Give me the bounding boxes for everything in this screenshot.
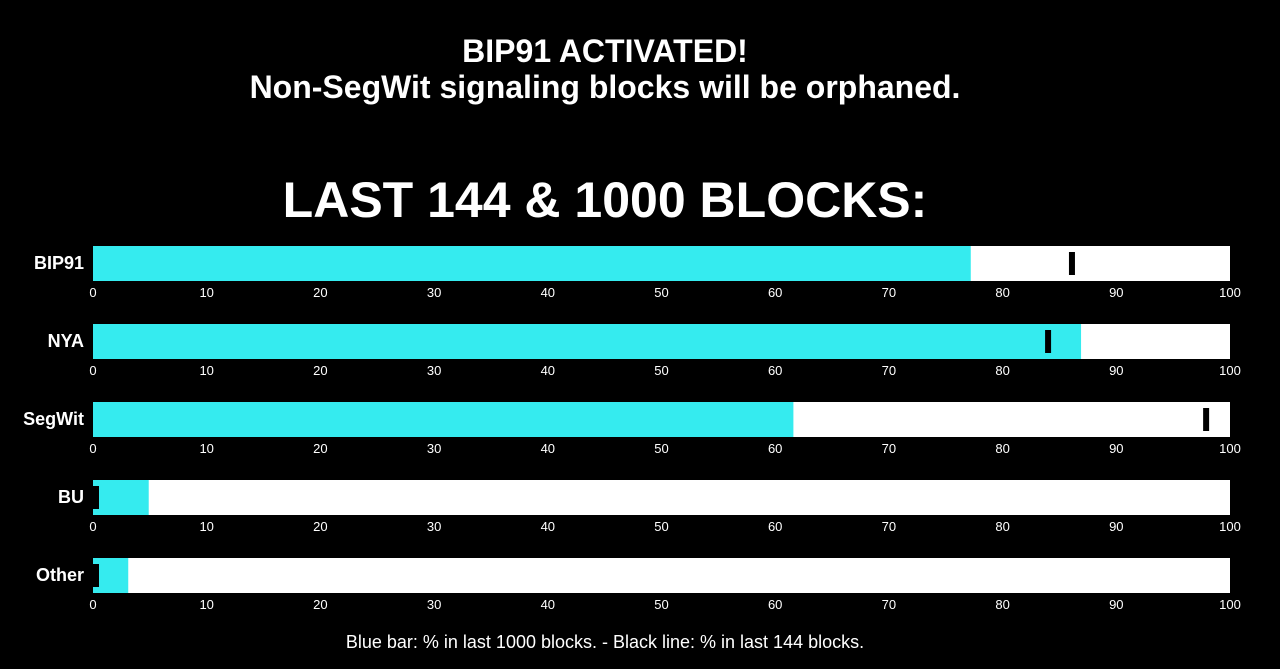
announcement-subtitle: Non-SegWit signaling blocks will be orph… xyxy=(249,69,961,105)
tick-label: 80 xyxy=(995,441,1009,456)
tick-label: 80 xyxy=(995,363,1009,378)
tick-label: 90 xyxy=(1109,597,1123,612)
tick-label: 80 xyxy=(995,519,1009,534)
tick-label: 0 xyxy=(89,441,96,456)
tick-label: 60 xyxy=(768,363,782,378)
tick-label: 30 xyxy=(427,597,441,612)
bar-row-other: Other 0 10 20 30 40 50 60 70 80 90 100 xyxy=(36,558,1241,612)
tick-label: 70 xyxy=(882,597,896,612)
marker-144-blocks xyxy=(93,486,99,509)
tick-label: 70 xyxy=(882,285,896,300)
tick-label: 40 xyxy=(541,363,555,378)
tick-label: 90 xyxy=(1109,363,1123,378)
tick-label: 20 xyxy=(313,597,327,612)
tick-label: 90 xyxy=(1109,519,1123,534)
tick-label: 50 xyxy=(654,519,668,534)
tick-label: 0 xyxy=(89,363,96,378)
bar-1000-blocks xyxy=(93,324,1082,359)
tick-label: 70 xyxy=(882,363,896,378)
tick-label: 0 xyxy=(89,285,96,300)
tick-label: 90 xyxy=(1109,285,1123,300)
tick-label: 90 xyxy=(1109,441,1123,456)
chart-title: LAST 144 & 1000 BLOCKS: xyxy=(282,172,928,228)
marker-144-blocks xyxy=(1068,252,1075,275)
tick-label: 100 xyxy=(1219,597,1241,612)
marker-144-blocks xyxy=(1203,408,1210,431)
tick-label: 0 xyxy=(89,597,96,612)
tick-label: 20 xyxy=(313,519,327,534)
tick-label: 30 xyxy=(427,285,441,300)
category-label: Other xyxy=(36,565,84,585)
tick-label: 60 xyxy=(768,597,782,612)
tick-label: 50 xyxy=(654,441,668,456)
tick-label: 70 xyxy=(882,441,896,456)
bar-track xyxy=(93,480,1230,515)
tick-label: 40 xyxy=(541,519,555,534)
tick-label: 0 xyxy=(89,519,96,534)
category-label: BIP91 xyxy=(34,253,84,273)
tick-label: 100 xyxy=(1219,363,1241,378)
chart-legend-note: Blue bar: % in last 1000 blocks. - Black… xyxy=(345,632,865,652)
bar-row-nya: NYA 0 10 20 30 40 50 60 70 80 90 100 xyxy=(48,324,1241,378)
tick-label: 60 xyxy=(768,285,782,300)
category-label: NYA xyxy=(48,331,84,351)
tick-label: 50 xyxy=(654,597,668,612)
tick-label: 100 xyxy=(1219,519,1241,534)
tick-label: 10 xyxy=(199,441,213,456)
tick-label: 30 xyxy=(427,363,441,378)
category-label: BU xyxy=(58,487,84,507)
bar-track xyxy=(93,558,1230,593)
marker-144-blocks xyxy=(93,564,99,587)
tick-label: 20 xyxy=(313,285,327,300)
bar-row-segwit: SegWit 0 10 20 30 40 50 60 70 80 90 100 xyxy=(23,402,1241,456)
tick-label: 60 xyxy=(768,441,782,456)
tick-label: 80 xyxy=(995,285,1009,300)
tick-label: 100 xyxy=(1219,441,1241,456)
tick-label: 20 xyxy=(313,441,327,456)
tick-label: 10 xyxy=(199,597,213,612)
category-label: SegWit xyxy=(23,409,84,429)
tick-label: 100 xyxy=(1219,285,1241,300)
tick-label: 40 xyxy=(541,441,555,456)
tick-label: 10 xyxy=(199,363,213,378)
tick-label: 30 xyxy=(427,441,441,456)
bar-1000-blocks xyxy=(93,402,794,437)
tick-label: 10 xyxy=(199,285,213,300)
tick-label: 80 xyxy=(995,597,1009,612)
tick-label: 10 xyxy=(199,519,213,534)
tick-label: 40 xyxy=(541,597,555,612)
bar-1000-blocks xyxy=(93,246,971,281)
tick-label: 50 xyxy=(654,363,668,378)
marker-144-blocks xyxy=(1045,330,1052,353)
bar-row-bip91: BIP91 0 10 20 30 40 50 60 70 80 90 100 xyxy=(34,246,1241,300)
bar-row-bu: BU 0 10 20 30 40 50 60 70 80 90 100 xyxy=(58,480,1241,534)
tick-label: 50 xyxy=(654,285,668,300)
bar-1000-blocks xyxy=(93,480,149,515)
announcement-title: BIP91 ACTIVATED! xyxy=(462,33,748,69)
tick-label: 20 xyxy=(313,363,327,378)
tick-label: 60 xyxy=(768,519,782,534)
tick-label: 70 xyxy=(882,519,896,534)
tick-label: 30 xyxy=(427,519,441,534)
tick-label: 40 xyxy=(541,285,555,300)
